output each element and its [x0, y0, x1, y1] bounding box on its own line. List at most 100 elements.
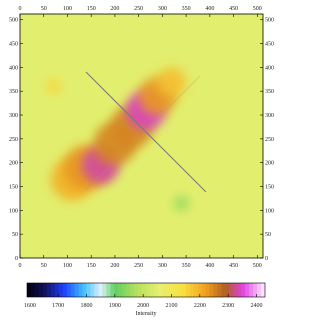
colorbar-cell: [130, 283, 134, 297]
colorbar-cell: [162, 283, 166, 297]
colorbar-cell: [202, 283, 206, 297]
colorbar-cell: [106, 283, 110, 297]
colorbar-cell: [55, 283, 59, 297]
x-tick-label: 150: [87, 263, 96, 269]
colorbar-cell: [75, 283, 79, 297]
y-tick-label: 100: [265, 208, 274, 214]
x-tick-label: 400: [205, 6, 214, 12]
colorbar-cell: [87, 283, 91, 297]
colorbar-cell: [150, 283, 154, 297]
y-tick-label: 100: [9, 208, 18, 214]
x-tick-label: 300: [158, 263, 167, 269]
x-tick-label: 450: [229, 263, 238, 269]
x-tick-label: 250: [134, 263, 143, 269]
y-tick-label: 150: [9, 185, 18, 191]
x-tick-label: 350: [182, 6, 191, 12]
x-tick-label: 0: [19, 263, 22, 269]
colorbar-cell: [71, 283, 75, 297]
colorbar-cell: [158, 283, 162, 297]
colorbar-tick-label: 1900: [109, 303, 121, 309]
colorbar-cell: [154, 283, 158, 297]
y-tick-label: 50: [265, 232, 271, 238]
colorbar-cell: [39, 283, 43, 297]
y-tick-label: 200: [9, 161, 18, 167]
colorbar-cell: [229, 283, 233, 297]
x-tick-label: 200: [110, 263, 119, 269]
colorbar-cell: [110, 283, 114, 297]
colorbar-cell: [63, 283, 67, 297]
colorbar-cell: [237, 283, 241, 297]
y-tick-label: 450: [265, 42, 274, 48]
y-tick-label: 500: [265, 18, 274, 24]
y-tick-label: 300: [265, 113, 274, 119]
colorbar-cell: [138, 283, 142, 297]
colorbar-cell: [190, 283, 194, 297]
colorbar-tick-label: 2100: [166, 303, 178, 309]
x-tick-label: 350: [182, 263, 191, 269]
colorbar-cell: [257, 283, 261, 297]
colorbar-cell: [31, 283, 35, 297]
x-tick-label: 50: [41, 263, 47, 269]
colorbar-cell: [94, 283, 98, 297]
colorbar-cell: [221, 283, 225, 297]
x-tick-label: 400: [205, 263, 214, 269]
colorbar-tick-label: 2200: [194, 303, 206, 309]
colorbar-cell: [102, 283, 106, 297]
colorbar-cell: [225, 283, 229, 297]
colorbar-cell: [174, 283, 178, 297]
y-tick-label: 400: [9, 65, 18, 71]
colorbar-cell: [253, 283, 257, 297]
x-tick-label: 500: [253, 263, 262, 269]
colorbar-cell: [122, 283, 126, 297]
colorbar-label: Intensity: [136, 311, 157, 317]
x-tick-label: 300: [158, 6, 167, 12]
colorbar-tick-label: 1800: [81, 303, 93, 309]
y-tick-label: 200: [265, 161, 274, 167]
colorbar-cell: [47, 283, 51, 297]
colorbar-cell: [59, 283, 63, 297]
colorbar-cell: [51, 283, 55, 297]
colorbar-cell: [67, 283, 71, 297]
y-tick-label: 300: [9, 113, 18, 119]
colorbar-cell: [249, 283, 253, 297]
y-tick-label: 250: [265, 137, 274, 143]
colorbar-tick-label: 1600: [24, 303, 36, 309]
colorbar-cell: [142, 283, 146, 297]
colorbar-cell: [170, 283, 174, 297]
x-tick-label: 50: [41, 6, 47, 12]
x-tick-label: 150: [87, 6, 96, 12]
x-tick-label: 500: [253, 6, 262, 12]
x-tick-label: 250: [134, 6, 143, 12]
y-tick-label: 500: [9, 18, 18, 24]
colorbar-cell: [27, 283, 31, 297]
colorbar-tick-label: 1700: [52, 303, 64, 309]
blob: [174, 196, 189, 211]
colorbar-cell: [178, 283, 182, 297]
colorbar-cell: [217, 283, 221, 297]
y-tick-label: 450: [9, 42, 18, 48]
y-tick-label: 350: [265, 89, 274, 95]
colorbar-tick-label: 2300: [222, 303, 234, 309]
colorbar-cell: [182, 283, 186, 297]
colorbar-cell: [194, 283, 198, 297]
blob: [158, 67, 186, 95]
y-tick-label: 0: [15, 256, 18, 262]
colorbar-cell: [43, 283, 47, 297]
colorbar-cell: [209, 283, 213, 297]
x-tick-label: 450: [229, 6, 238, 12]
blob: [46, 79, 61, 94]
colorbar-tick-label: 2000: [137, 303, 149, 309]
colorbar-cell: [35, 283, 39, 297]
x-tick-label: 100: [63, 263, 72, 269]
colorbar-cell: [241, 283, 245, 297]
colorbar-cell: [233, 283, 237, 297]
y-tick-label: 400: [265, 65, 274, 71]
x-tick-label: 200: [110, 6, 119, 12]
chart: Intensity 00 50 50 100 100 150 150 200 200 250 250…: [0, 0, 279, 318]
colorbar-cell: [245, 283, 249, 297]
colorbar-cell: [166, 283, 170, 297]
colorbar-cell: [146, 283, 150, 297]
x-tick-label: 100: [63, 6, 72, 12]
y-tick-label: 50: [12, 232, 18, 238]
colorbar-cell: [98, 283, 102, 297]
